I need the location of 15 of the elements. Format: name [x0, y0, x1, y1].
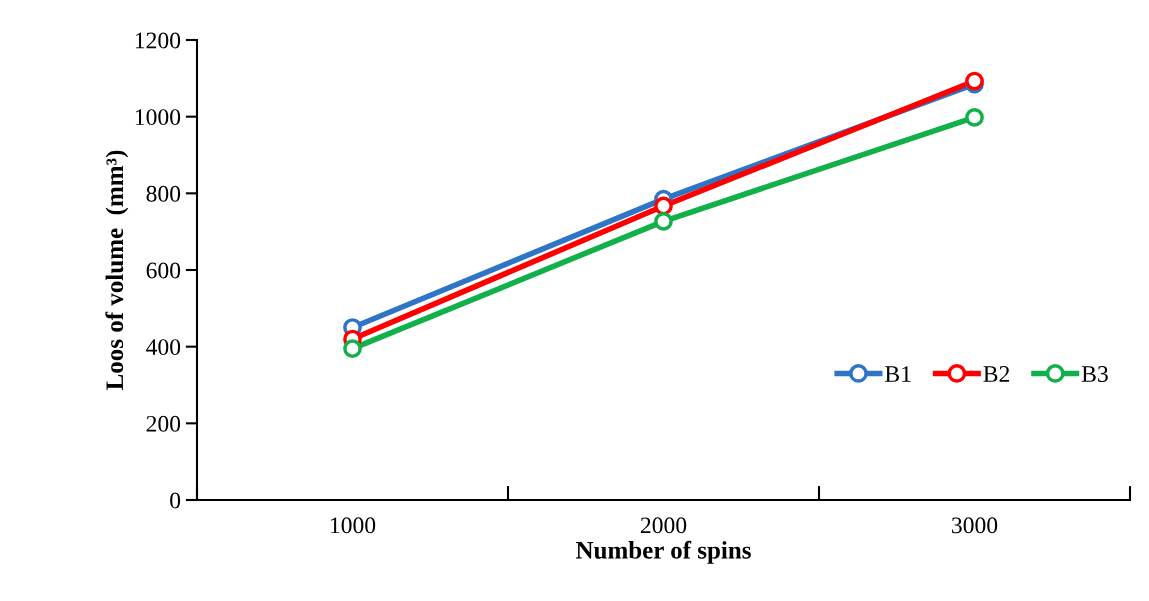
y-tick-label: 600 — [146, 262, 181, 279]
legend-label: B1 — [885, 366, 911, 382]
y-axis-title: Loos of volume (mm³) — [105, 150, 129, 390]
legend-label: B2 — [983, 366, 1010, 382]
legend-label: B3 — [1081, 366, 1108, 382]
y-tick-label: 800 — [146, 185, 181, 202]
x-axis-title: Number of spins — [575, 540, 751, 564]
y-tick-label: 0 — [170, 492, 181, 509]
x-tick-label: 1000 — [330, 517, 376, 534]
y-tick-label: 400 — [146, 339, 181, 356]
y-tick-label: 200 — [146, 415, 181, 432]
y-tick-label: 1000 — [135, 109, 181, 126]
y-tick-label: 1200 — [135, 32, 181, 49]
x-tick-label: 3000 — [952, 517, 998, 534]
x-tick-label: 2000 — [640, 517, 687, 534]
